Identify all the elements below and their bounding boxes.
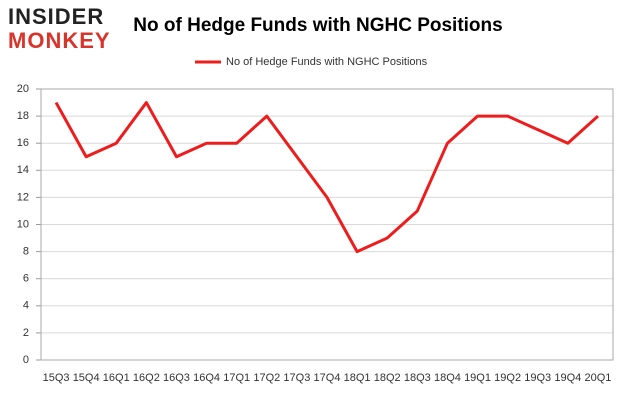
y-tick-label: 6 — [23, 273, 29, 285]
x-tick-label: 17Q4 — [314, 372, 341, 384]
legend-label: No of Hedge Funds with NGHC Positions — [226, 56, 428, 68]
y-tick-label: 8 — [23, 246, 29, 258]
x-tick-label: 18Q3 — [404, 372, 431, 384]
y-tick-label: 14 — [17, 164, 29, 176]
y-tick-label: 12 — [17, 191, 29, 203]
x-tick-label: 18Q2 — [374, 372, 401, 384]
chart-title: No of Hedge Funds with NGHC Positions — [133, 15, 502, 36]
x-tick-label: 16Q1 — [103, 372, 130, 384]
x-tick-label: 19Q4 — [554, 372, 581, 384]
x-tick-label: 16Q3 — [163, 372, 190, 384]
x-tick-label: 19Q2 — [494, 372, 521, 384]
logo-bottom: MONKEY — [8, 28, 111, 53]
x-tick-label: 19Q1 — [464, 372, 491, 384]
x-tick-label: 17Q2 — [253, 372, 280, 384]
x-tick-label: 17Q1 — [223, 372, 250, 384]
y-tick-label: 20 — [17, 83, 29, 95]
y-tick-label: 4 — [23, 300, 29, 312]
x-tick-label: 18Q1 — [344, 372, 371, 384]
x-tick-label: 20Q1 — [584, 372, 611, 384]
x-tick-label: 17Q3 — [283, 372, 310, 384]
x-tick-label: 16Q4 — [193, 372, 220, 384]
logo-top: INSIDER — [8, 4, 104, 29]
x-tick-label: 15Q4 — [73, 372, 100, 384]
y-tick-label: 16 — [17, 137, 29, 149]
x-tick-label: 19Q3 — [524, 372, 551, 384]
plot-frame — [40, 88, 614, 361]
y-tick-label: 2 — [23, 327, 29, 339]
y-tick-label: 10 — [17, 218, 29, 230]
y-tick-label: 18 — [17, 110, 29, 122]
data-line — [54, 101, 599, 254]
x-tick-label: 18Q4 — [434, 372, 461, 384]
x-tick-label: 16Q2 — [133, 372, 160, 384]
y-tick-label: 0 — [23, 354, 29, 366]
x-tick-label: 15Q3 — [43, 372, 70, 384]
